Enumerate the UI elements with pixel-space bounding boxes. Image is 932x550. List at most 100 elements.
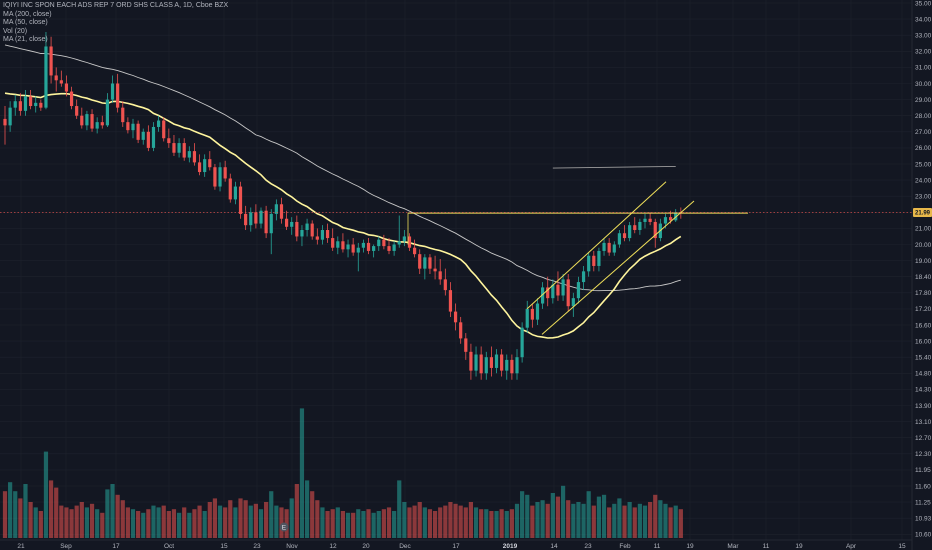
volume-bar — [43, 451, 49, 538]
candle-body — [8, 107, 12, 126]
candle-body — [244, 213, 248, 226]
candle-body — [453, 311, 458, 323]
volume-bar — [136, 511, 141, 538]
volume-bar — [89, 503, 95, 538]
symbol-title[interactable]: IQIYI INC SPON EACH ADS REP 7 ORD SHS CL… — [3, 2, 229, 9]
y-tick-label: 10.93 — [915, 516, 932, 523]
y-tick-label: 11.95 — [915, 467, 931, 474]
candle-body — [75, 106, 79, 116]
candle-body — [285, 218, 289, 227]
volume-bar — [79, 502, 84, 538]
candle-body — [315, 236, 319, 240]
candle-body — [535, 303, 540, 320]
candle-body — [576, 282, 581, 299]
candle-body — [157, 120, 161, 127]
volume-bar — [673, 505, 678, 538]
earnings-marker-circle[interactable] — [279, 522, 289, 532]
volume-bar — [120, 500, 125, 538]
candle-body — [407, 236, 412, 248]
candle-body — [310, 223, 314, 237]
candle-body — [541, 287, 545, 304]
candle-body — [571, 298, 575, 307]
candle-body — [110, 83, 115, 100]
volume-bar — [130, 509, 136, 538]
volume-bar — [386, 507, 392, 538]
volume-bar — [233, 507, 238, 538]
volume-bar — [269, 491, 274, 538]
volume-bar — [299, 408, 305, 538]
volume-bar — [376, 511, 381, 538]
candle-body — [69, 91, 74, 107]
x-tick-label: 21 — [17, 543, 25, 550]
legend-ma200[interactable]: MA (200, close) — [3, 10, 52, 18]
volume-bar — [315, 500, 320, 538]
volume-bar — [591, 505, 596, 538]
price-axis[interactable]: 35.00 34.00 33.00 32.00 31.00 30.00 29.00 28.00… — [911, 0, 932, 550]
candle-body — [607, 242, 611, 253]
y-tick-label: 10.60 — [915, 532, 932, 539]
x-tick-label: 12 — [329, 543, 337, 550]
y-tick-label: 35.00 — [915, 0, 932, 7]
last-price-badge-bg — [913, 208, 932, 217]
volume-bar — [576, 502, 581, 538]
candle-body — [264, 210, 268, 234]
candle-body — [617, 233, 621, 245]
candle-body — [116, 83, 120, 108]
candle-body — [85, 114, 89, 126]
channel-lower-trendline[interactable] — [541, 200, 695, 335]
volume-bar — [248, 505, 253, 538]
legend-ma21[interactable]: MA (21, close) — [3, 36, 48, 43]
volume-bar — [535, 502, 540, 538]
earnings-marker[interactable]: E — [279, 522, 289, 532]
x-tick-label: 17 — [112, 543, 120, 550]
candle-body — [469, 351, 473, 371]
volume-bar — [161, 505, 166, 538]
candle-body — [49, 46, 53, 76]
price-candles — [3, 31, 683, 380]
candle-body — [387, 246, 391, 251]
volume-bar — [392, 511, 397, 538]
volume-bar — [371, 512, 376, 538]
volume-bar — [473, 507, 479, 538]
volume-bar — [453, 503, 458, 538]
volume-bar — [463, 507, 468, 538]
volume-bar — [187, 512, 192, 538]
volume-bar — [637, 503, 642, 538]
legend-volume[interactable]: Vol (20) — [3, 27, 28, 35]
y-tick-label: 28.00 — [915, 113, 932, 120]
candle-body — [341, 241, 345, 250]
time-axis[interactable]: 21 Sep 17 Oct 15 23 Nov 12 20 Dec 17 2019 14 23 Feb 11 1… — [0, 539, 912, 550]
channel-upper-trendline[interactable] — [526, 181, 667, 310]
volume-bar — [310, 491, 315, 538]
volume-bar — [494, 511, 499, 538]
volume-bar — [345, 512, 351, 538]
candle-body — [602, 242, 606, 251]
legend-ma50[interactable]: MA (50, close) — [3, 19, 48, 26]
y-tick-label: 21.00 — [915, 226, 932, 233]
volume-bar — [207, 502, 212, 538]
volume-bar — [668, 507, 673, 538]
candle-body — [464, 338, 468, 352]
y-tick-label: 13.10 — [915, 419, 932, 426]
candle-body — [356, 247, 360, 253]
volume-bar — [484, 509, 489, 538]
candle-body — [274, 204, 278, 214]
volume-bar — [59, 505, 64, 538]
y-tick-label: 16.60 — [915, 322, 932, 329]
volume-bar — [560, 485, 566, 538]
candle-body — [351, 244, 355, 253]
ma200-line — [552, 165, 676, 169]
volume-bar — [550, 493, 555, 538]
x-tick-label: 15 — [898, 543, 906, 550]
volume-bar — [617, 498, 622, 538]
candle-body — [674, 212, 678, 221]
candle-body — [382, 239, 386, 247]
candle-body — [489, 357, 493, 368]
volume-bar — [38, 511, 43, 538]
volume-bar — [156, 507, 161, 538]
volume-bar — [499, 509, 504, 538]
candle-body — [269, 213, 273, 234]
candle-body — [59, 80, 63, 84]
volume-bar — [663, 503, 668, 538]
candle-body — [494, 354, 499, 368]
